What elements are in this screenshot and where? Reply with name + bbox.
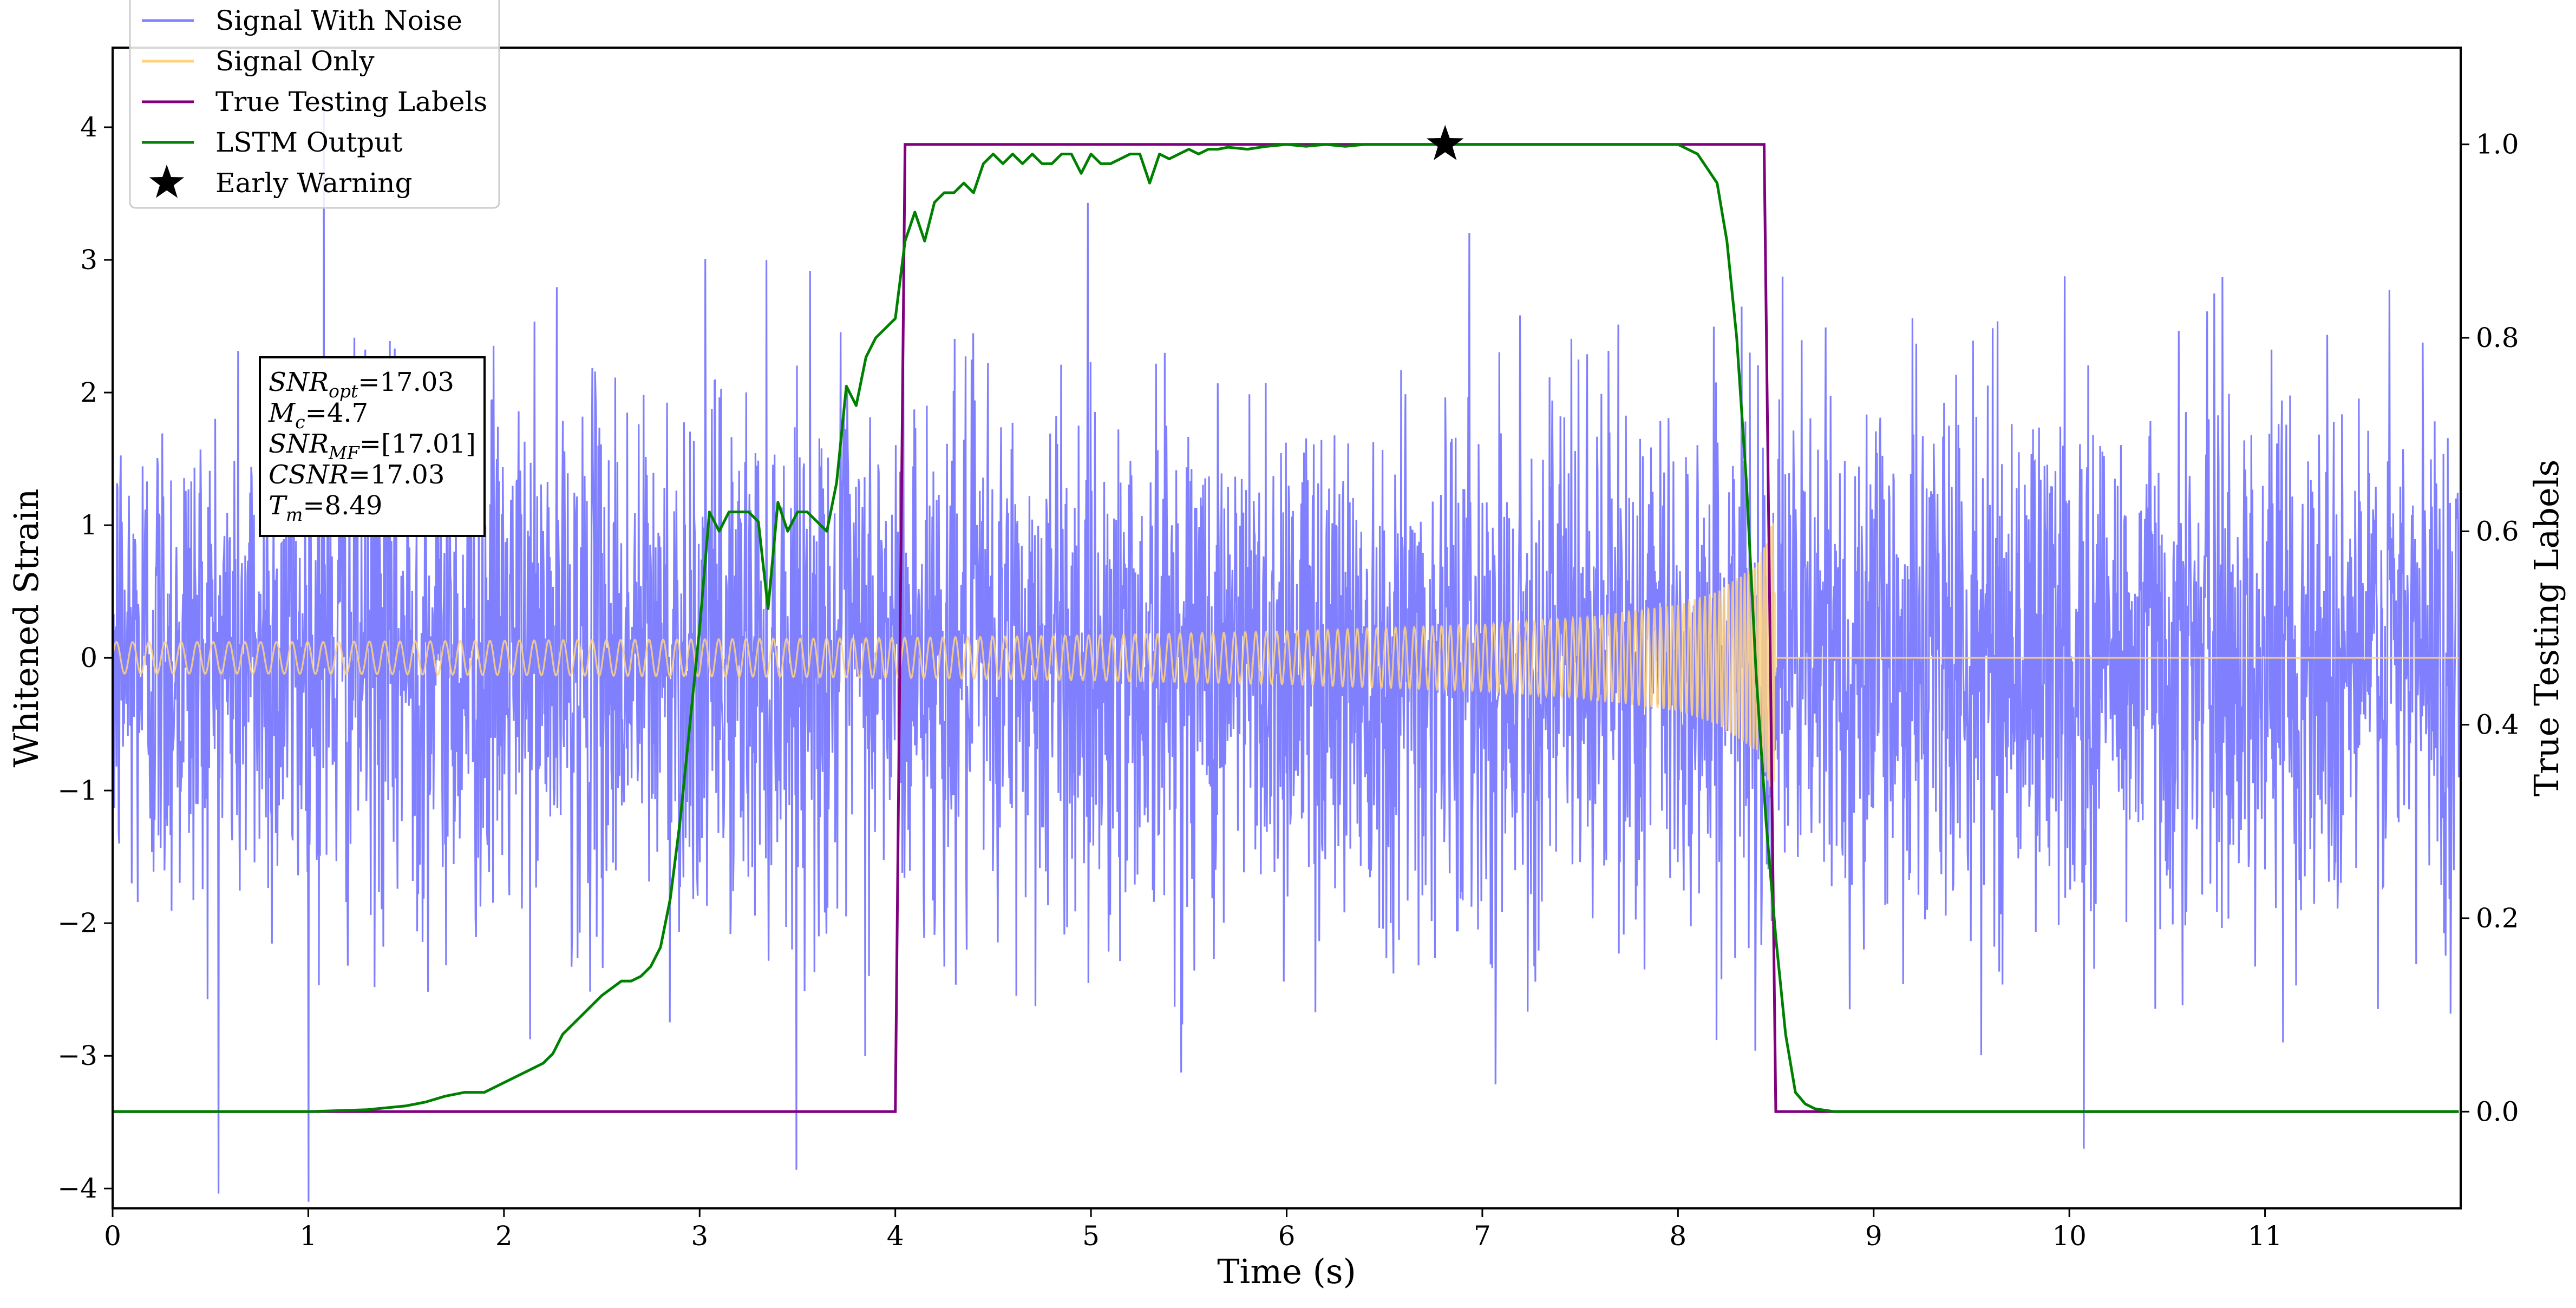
legend-frame bbox=[129, 0, 500, 209]
legend-label: Early Warning bbox=[215, 167, 413, 199]
x-tick-label: 8 bbox=[1669, 1220, 1686, 1252]
x-tick-label: 10 bbox=[2052, 1220, 2087, 1252]
y-left-tick-label: −4 bbox=[57, 1173, 97, 1204]
y-right-tick-label: 0.0 bbox=[2476, 1096, 2519, 1127]
y-right-tick-label: 0.2 bbox=[2476, 902, 2519, 934]
lstm-output-layer bbox=[113, 143, 2459, 1113]
y-left-tick-label: 1 bbox=[80, 509, 97, 541]
legend-label: True Testing Labels bbox=[215, 86, 487, 117]
y-left-tick-label: 0 bbox=[80, 642, 97, 673]
y-right-tick-label: 1.0 bbox=[2476, 129, 2519, 160]
y-right-tick-label: 0.6 bbox=[2476, 515, 2519, 547]
annotation-line: SNRopt=17.03 bbox=[269, 367, 454, 402]
early-warning-layer bbox=[1427, 125, 1464, 160]
annotation-line: Mc=4.7 bbox=[268, 398, 368, 433]
x-tick-label: 0 bbox=[104, 1220, 121, 1252]
y-left-tick-label: 2 bbox=[80, 377, 97, 408]
x-tick-label: 5 bbox=[1082, 1220, 1100, 1252]
annotation-line: CSNR=17.03 bbox=[269, 460, 444, 490]
x-tick-label: 2 bbox=[495, 1220, 513, 1252]
left-y-axis-label: Whitened Strain bbox=[6, 489, 46, 768]
legend-label: LSTM Output bbox=[215, 127, 402, 158]
legend-label: Signal With Noise bbox=[215, 5, 462, 36]
early-warning-star bbox=[1427, 125, 1464, 160]
y-right-tick-label: 0.4 bbox=[2476, 709, 2519, 741]
axes-layer: 0 1 2 3 4 5 6 7 8 9 10 11 −4 −3 −2 −1 0 1 2 3 4 0.0 0.2 0.4 0.6 0… bbox=[57, 112, 2519, 1252]
snr-annotation-box: SNRopt=17.03Mc=4.7SNRMF=[17.01]CSNR=17.0… bbox=[259, 356, 486, 537]
lstm-output-line bbox=[113, 143, 2459, 1113]
annotation-line: Tm=8.49 bbox=[269, 491, 382, 525]
x-tick-label: 6 bbox=[1278, 1220, 1296, 1252]
x-tick-label: 11 bbox=[2248, 1220, 2283, 1252]
legend: Signal With Noise Signal Only True Testing… bbox=[129, 0, 500, 209]
y-left-tick-label: 3 bbox=[80, 244, 97, 276]
y-left-tick-label: −1 bbox=[57, 775, 97, 806]
x-tick-label: 1 bbox=[300, 1220, 317, 1252]
x-axis-label: Time (s) bbox=[1217, 1252, 1356, 1291]
right-y-axis-label: True Testing Labels bbox=[2527, 460, 2566, 797]
y-left-tick-label: 4 bbox=[80, 112, 97, 143]
x-tick-label: 3 bbox=[691, 1220, 708, 1252]
y-left-tick-label: −3 bbox=[57, 1040, 97, 1071]
signal-with-noise-line bbox=[112, 94, 2460, 1202]
signal-only-line bbox=[112, 522, 2459, 787]
signal-only-layer bbox=[112, 522, 2459, 787]
annotation-line: SNRMF=[17.01] bbox=[269, 429, 476, 463]
x-tick-label: 4 bbox=[887, 1220, 904, 1252]
signal-with-noise-layer bbox=[112, 94, 2460, 1202]
legend-label: Signal Only bbox=[215, 45, 375, 77]
x-tick-label: 9 bbox=[1865, 1220, 1882, 1252]
annotation-frame bbox=[259, 356, 486, 537]
y-left-tick-label: −2 bbox=[57, 907, 97, 939]
y-right-tick-label: 0.8 bbox=[2476, 322, 2519, 354]
legend-marker-star bbox=[149, 165, 185, 198]
x-tick-label: 7 bbox=[1474, 1220, 1491, 1252]
